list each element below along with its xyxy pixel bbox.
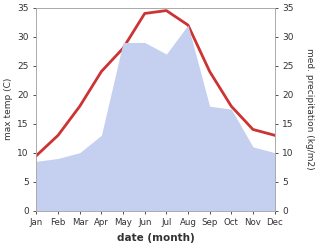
Y-axis label: max temp (C): max temp (C) [4,78,13,140]
X-axis label: date (month): date (month) [117,233,194,243]
Y-axis label: med. precipitation (kg/m2): med. precipitation (kg/m2) [305,48,314,170]
